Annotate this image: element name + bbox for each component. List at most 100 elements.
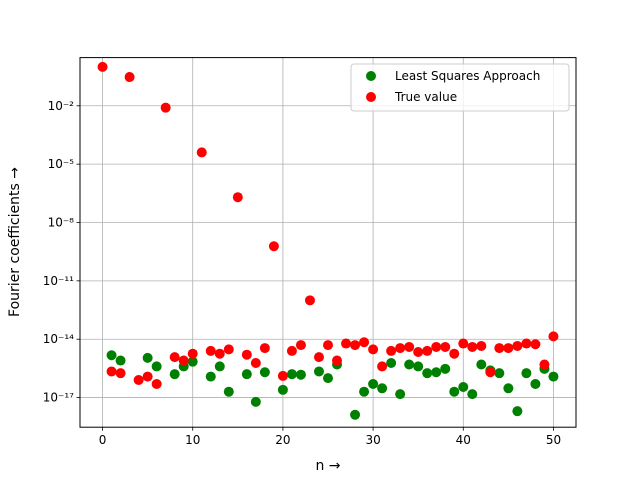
x-tick-label: 50: [546, 433, 561, 447]
data-point: [169, 352, 180, 363]
data-point: [232, 192, 243, 203]
y-tick-label: 10⁻²: [48, 99, 75, 113]
data-point: [467, 341, 478, 352]
data-point: [503, 383, 514, 394]
y-tick-label: 10⁻⁸: [48, 216, 75, 230]
data-point: [142, 371, 153, 382]
data-point: [286, 345, 297, 356]
data-point: [295, 340, 306, 351]
data-point: [377, 383, 388, 394]
plot-frame: [79, 57, 577, 428]
data-point: [187, 348, 198, 359]
data-point: [377, 361, 388, 372]
series-least-squares: [106, 350, 559, 420]
data-point: [178, 355, 189, 366]
x-axis-ticks: 0 10 20 30 40 50: [99, 427, 561, 447]
data-point: [223, 386, 234, 397]
data-point: [512, 340, 523, 351]
data-point: [521, 338, 532, 349]
data-point: [196, 147, 207, 158]
data-point: [431, 341, 442, 352]
data-point: [395, 343, 406, 354]
series-true-value: [97, 61, 559, 389]
data-point: [458, 381, 469, 392]
x-axis-label: n →: [315, 458, 340, 474]
data-point: [548, 371, 559, 382]
data-point: [124, 72, 135, 83]
data-point: [422, 345, 433, 356]
data-point: [404, 341, 415, 352]
data-point: [503, 343, 514, 354]
data-point: [304, 295, 315, 306]
data-point: [368, 344, 379, 355]
data-point: [295, 369, 306, 380]
data-point: [205, 371, 216, 382]
data-point: [359, 386, 370, 397]
legend-label-least-squares: Least Squares Approach: [395, 69, 540, 83]
data-point: [449, 386, 460, 397]
data-point: [395, 389, 406, 400]
data-point: [115, 355, 126, 366]
data-point: [133, 375, 144, 386]
data-point: [250, 357, 261, 368]
data-point: [313, 366, 324, 377]
data-point: [494, 343, 505, 354]
data-point: [440, 363, 451, 374]
data-point: [313, 352, 324, 363]
data-point: [449, 348, 460, 359]
data-point: [151, 378, 162, 389]
data-point: [350, 409, 361, 420]
data-point: [530, 378, 541, 389]
y-axis-label: Fourier coefficients →: [7, 167, 23, 317]
data-point: [332, 355, 343, 366]
y-axis-ticks: 10⁻¹⁷ 10⁻¹⁴ 10⁻¹¹ 10⁻⁸ 10⁻⁵ 10⁻²: [43, 99, 80, 405]
data-point: [223, 344, 234, 355]
data-point: [350, 340, 361, 351]
data-point: [250, 396, 261, 407]
data-point: [341, 338, 352, 349]
y-tick-label: 10⁻¹⁷: [43, 391, 74, 405]
data-point: [106, 366, 117, 377]
data-point: [286, 369, 297, 380]
y-tick-label: 10⁻¹⁴: [43, 332, 74, 346]
data-point: [241, 369, 252, 380]
data-point: [115, 368, 126, 379]
data-point: [368, 378, 379, 389]
data-point: [97, 61, 108, 72]
data-point: [160, 102, 171, 113]
data-point: [214, 348, 225, 359]
grid-lines: [80, 57, 576, 428]
y-tick-label: 10⁻¹¹: [43, 274, 74, 288]
data-point: [476, 340, 487, 351]
data-point: [169, 369, 180, 380]
data-point: [142, 352, 153, 363]
data-point: [386, 345, 397, 356]
data-point: [106, 350, 117, 361]
data-point: [323, 340, 333, 351]
legend: Least Squares Approach True value: [350, 63, 570, 112]
data-point: [214, 361, 225, 372]
data-point: [494, 368, 505, 379]
data-point: [476, 359, 487, 370]
data-point: [485, 367, 496, 378]
data-point: [539, 359, 550, 370]
data-point: [512, 406, 523, 417]
data-point: [413, 361, 424, 372]
data-point: [268, 241, 279, 252]
data-point: [467, 389, 478, 400]
data-point: [205, 345, 216, 356]
y-tick-label: 10⁻⁵: [48, 157, 75, 171]
data-point: [187, 356, 198, 367]
data-point: [359, 337, 370, 348]
data-point: [422, 368, 433, 379]
data-point: [151, 361, 162, 372]
data-point: [277, 384, 288, 395]
data-point: [277, 370, 288, 381]
legend-marker-least-squares: [366, 71, 376, 81]
data-point: [404, 359, 415, 370]
x-tick-label: 0: [99, 433, 107, 447]
data-point: [241, 349, 252, 360]
x-tick-label: 10: [185, 433, 200, 447]
legend-box: [350, 63, 570, 112]
